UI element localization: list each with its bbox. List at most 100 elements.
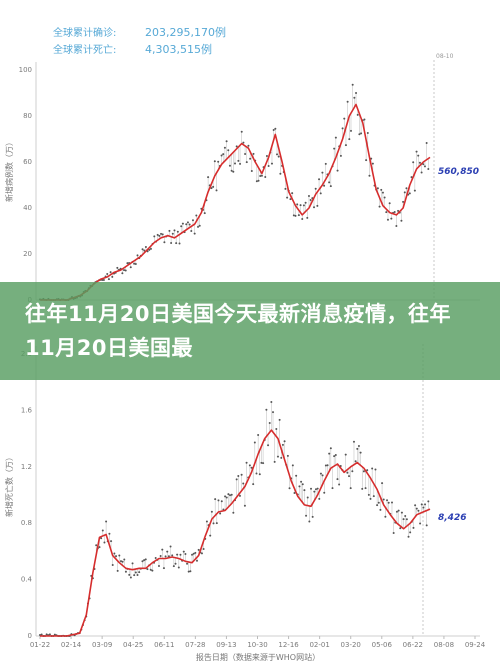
daily-points bbox=[39, 83, 430, 301]
data-point bbox=[156, 233, 159, 236]
data-point bbox=[101, 529, 104, 532]
data-point bbox=[102, 278, 105, 281]
x-tick-label: 08-08 bbox=[434, 641, 454, 649]
y-tick-label: 1.6 bbox=[21, 406, 33, 414]
data-point bbox=[356, 113, 359, 116]
data-point bbox=[123, 269, 126, 272]
data-point bbox=[374, 468, 377, 471]
data-point bbox=[358, 133, 361, 136]
data-point bbox=[399, 527, 402, 530]
data-point bbox=[144, 245, 147, 248]
data-point bbox=[247, 144, 250, 147]
data-point bbox=[286, 196, 289, 199]
data-point bbox=[304, 201, 307, 204]
data-point bbox=[415, 150, 418, 153]
data-point bbox=[369, 497, 372, 500]
data-point bbox=[352, 440, 355, 443]
x-tick-label: 09-24 bbox=[465, 641, 486, 649]
data-point bbox=[314, 488, 317, 491]
data-point bbox=[324, 162, 327, 165]
data-point bbox=[299, 204, 302, 207]
data-point bbox=[191, 219, 194, 222]
data-point bbox=[288, 487, 291, 490]
data-point bbox=[415, 507, 418, 510]
data-point bbox=[402, 200, 405, 203]
data-point bbox=[420, 503, 423, 506]
data-point bbox=[301, 483, 304, 486]
data-point bbox=[157, 564, 160, 567]
data-point bbox=[260, 461, 263, 464]
data-point bbox=[316, 487, 319, 490]
total-deaths-label: 全球累计死亡: bbox=[53, 45, 117, 56]
data-point bbox=[168, 229, 171, 232]
data-point bbox=[252, 152, 255, 155]
data-point bbox=[113, 552, 116, 555]
data-point bbox=[161, 233, 164, 236]
data-point bbox=[424, 503, 427, 506]
data-point bbox=[408, 192, 411, 195]
data-point bbox=[262, 462, 265, 465]
data-point bbox=[319, 472, 322, 475]
data-point bbox=[334, 454, 337, 457]
data-point bbox=[280, 456, 283, 459]
data-point bbox=[212, 185, 215, 188]
data-point bbox=[425, 524, 428, 527]
data-point bbox=[418, 161, 421, 164]
data-point bbox=[202, 548, 205, 551]
data-point bbox=[213, 160, 216, 163]
data-point bbox=[270, 401, 273, 404]
x-tick-label: 12-16 bbox=[278, 641, 299, 649]
data-point bbox=[318, 497, 321, 500]
data-point bbox=[412, 161, 415, 164]
y-tick-label: 40 bbox=[23, 204, 32, 212]
data-point bbox=[395, 225, 398, 228]
data-point bbox=[294, 214, 297, 217]
data-point bbox=[203, 212, 206, 215]
data-point bbox=[154, 556, 157, 559]
data-point bbox=[301, 218, 304, 221]
data-point bbox=[237, 159, 240, 162]
data-point bbox=[278, 418, 281, 421]
data-point bbox=[283, 440, 286, 443]
data-point bbox=[243, 504, 246, 507]
y-tick-label: 0.8 bbox=[21, 519, 32, 527]
data-point bbox=[217, 499, 220, 502]
data-point bbox=[232, 511, 235, 514]
data-point bbox=[349, 129, 352, 132]
data-point bbox=[180, 225, 183, 228]
total-deaths-value: 4,303,515例 bbox=[145, 43, 212, 56]
data-point bbox=[103, 541, 106, 544]
data-point bbox=[209, 534, 212, 537]
data-point bbox=[148, 248, 151, 251]
data-point bbox=[234, 162, 236, 165]
data-point bbox=[230, 493, 233, 496]
data-point bbox=[121, 560, 124, 563]
data-point bbox=[336, 169, 339, 172]
data-point bbox=[248, 464, 251, 467]
data-point bbox=[240, 130, 243, 133]
data-point bbox=[192, 552, 195, 555]
data-point bbox=[244, 153, 247, 156]
data-point bbox=[407, 535, 410, 538]
data-point bbox=[210, 187, 213, 190]
data-point bbox=[215, 522, 218, 525]
data-point bbox=[188, 223, 191, 226]
data-point bbox=[138, 571, 141, 574]
data-point bbox=[118, 554, 121, 557]
data-point bbox=[136, 574, 139, 577]
data-point bbox=[272, 129, 275, 132]
data-point bbox=[386, 218, 389, 221]
data-point bbox=[329, 185, 332, 188]
data-point bbox=[397, 509, 400, 512]
data-point bbox=[149, 247, 152, 250]
data-point bbox=[306, 496, 309, 499]
data-point bbox=[45, 633, 48, 636]
data-point bbox=[267, 164, 270, 167]
data-point bbox=[95, 544, 98, 547]
data-point bbox=[328, 181, 331, 184]
data-point bbox=[405, 187, 408, 190]
data-point bbox=[116, 266, 119, 269]
data-point bbox=[229, 494, 232, 497]
data-point bbox=[98, 546, 101, 549]
data-point bbox=[170, 242, 173, 245]
